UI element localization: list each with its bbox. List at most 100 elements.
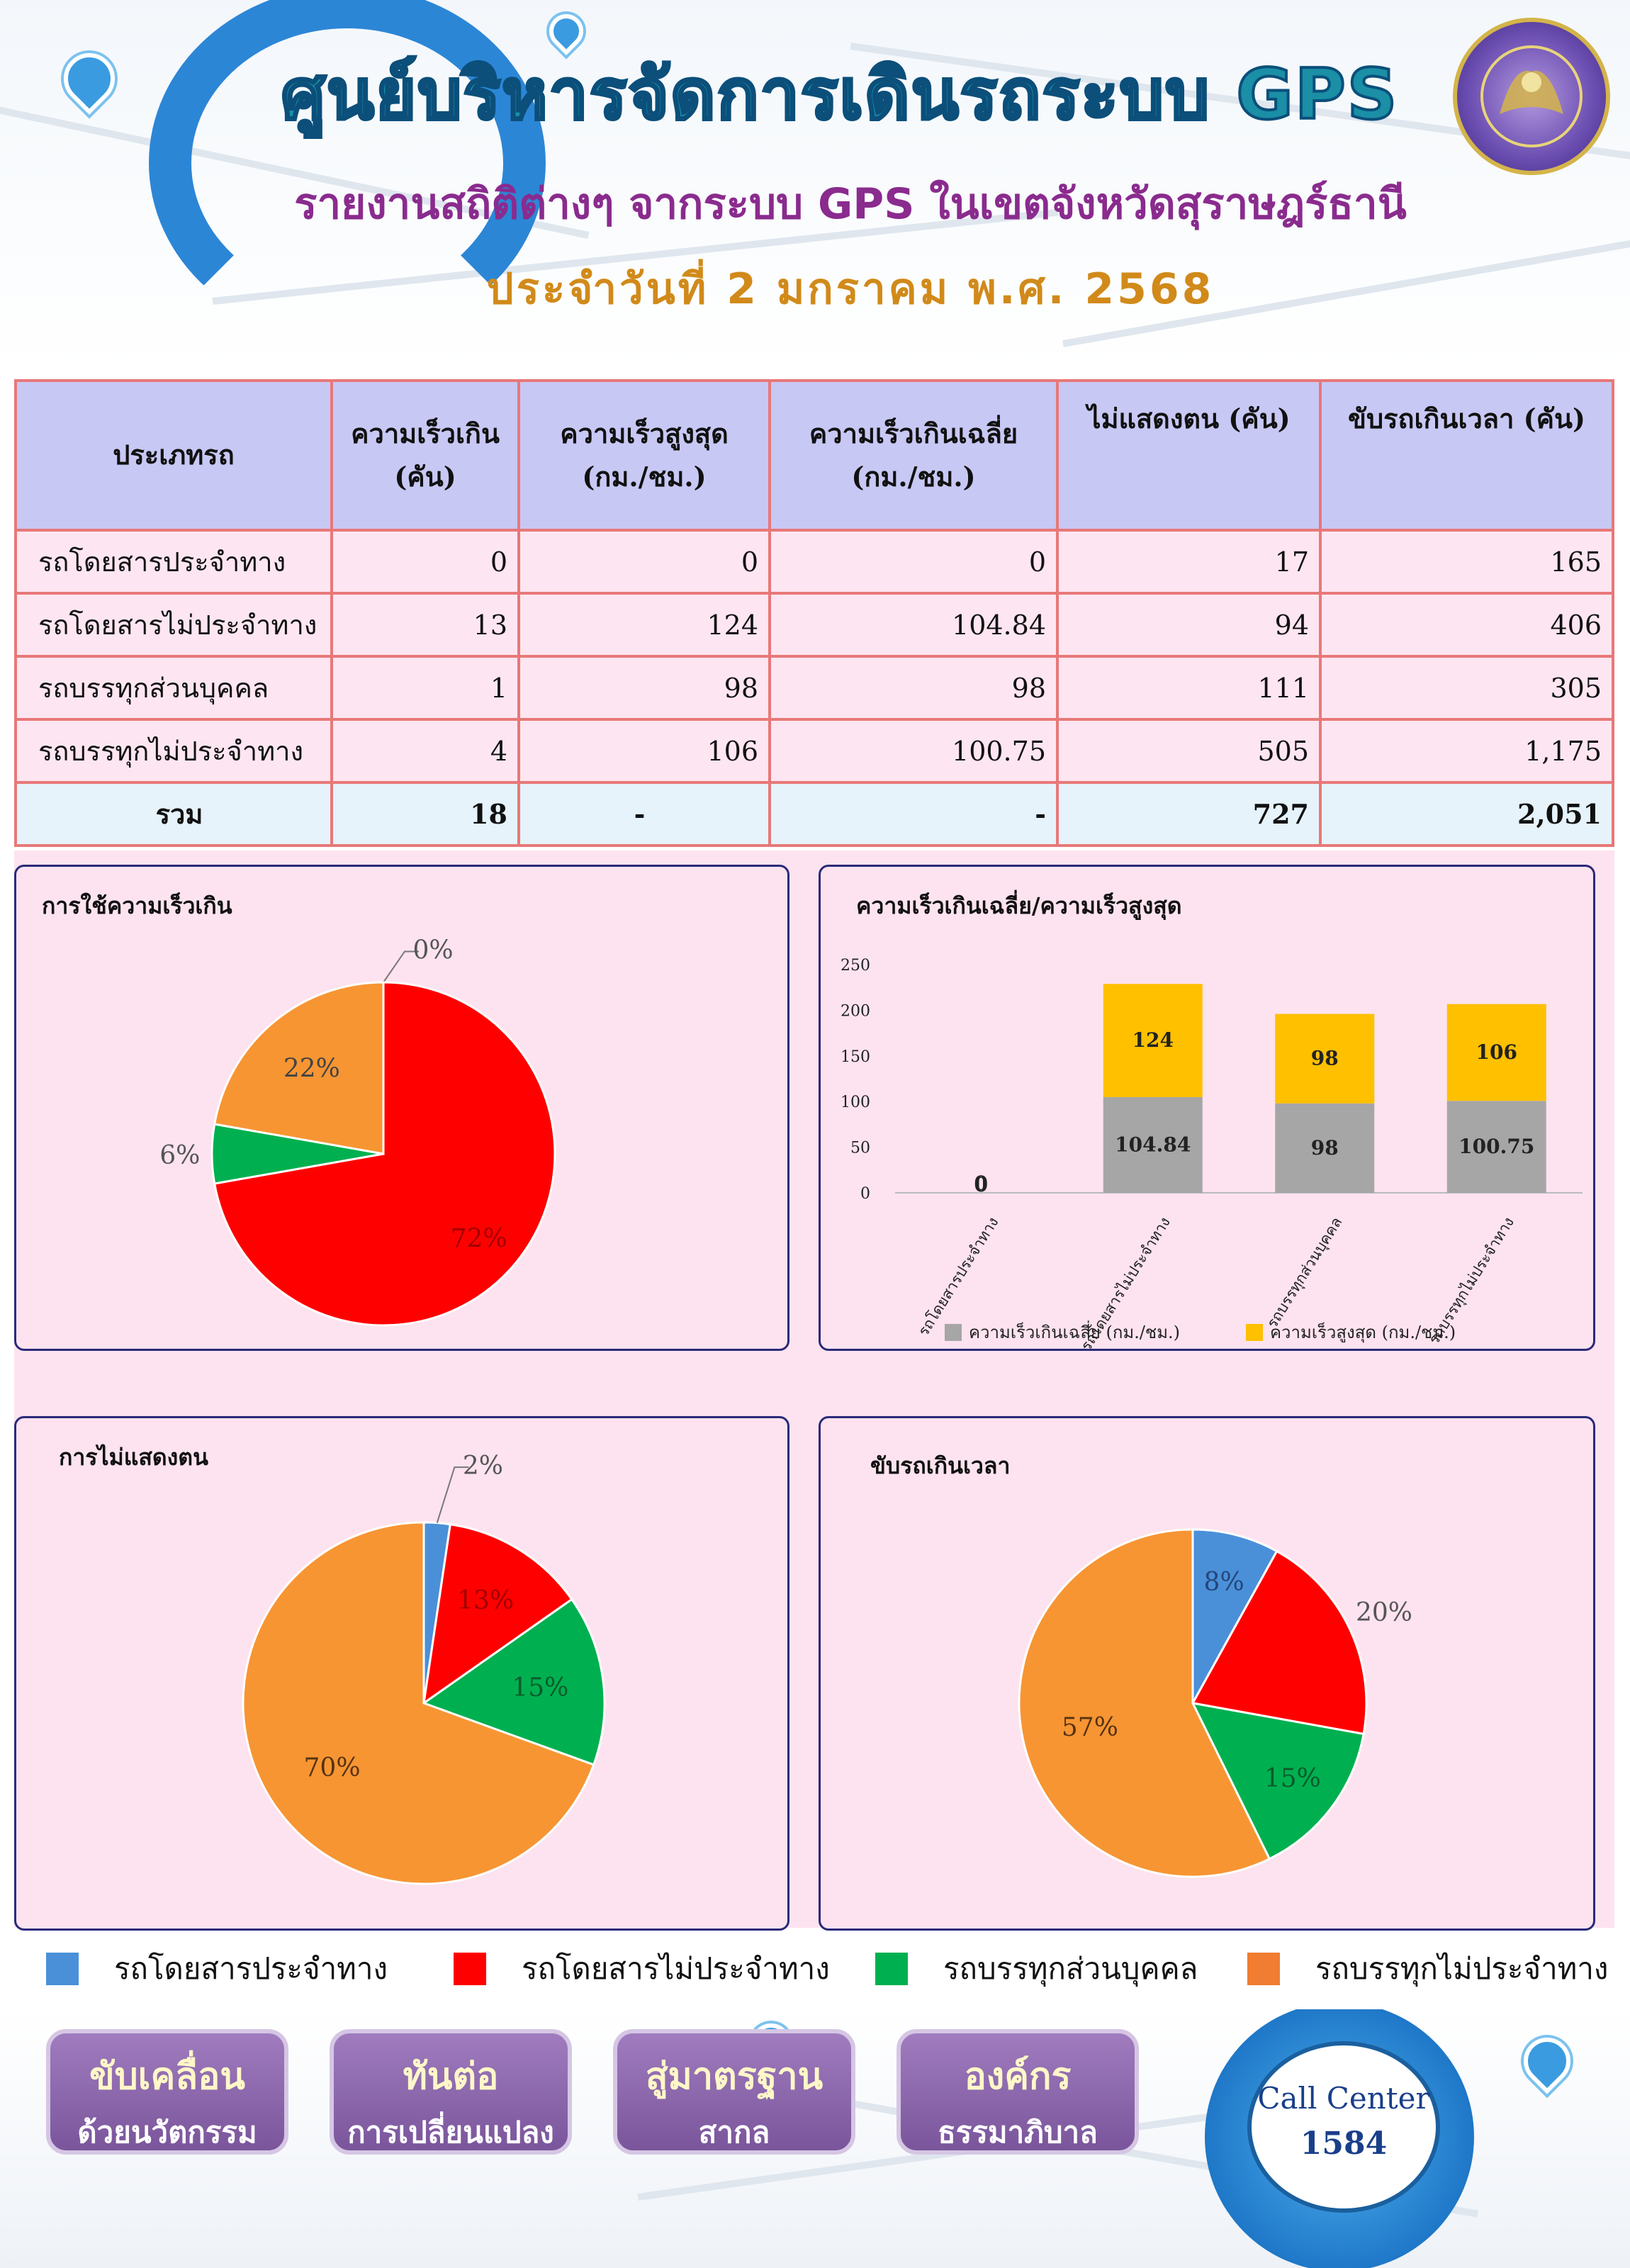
vehicle-type-legend: รถโดยสารประจำทาง รถโดยสารไม่ประจำทาง รถบ… [14, 1931, 1614, 2009]
pie-percent-label: 6% [159, 1141, 200, 1170]
pie-percent-label: 15% [1264, 1764, 1321, 1793]
legend-swatch [46, 1953, 79, 1985]
bar-data-label: 98 [1311, 1047, 1339, 1070]
header-overspeed-count: ความเร็วเกิน (คัน) [330, 379, 520, 532]
seal-emblem-icon [1480, 45, 1583, 147]
table-total-row: รวม 18 - - 727 2,051 [14, 781, 1614, 847]
overtime-pie-chart: 8% 20% 15% 57% [1018, 1528, 1412, 1878]
pie-percent-label: 15% [512, 1673, 568, 1702]
pie-percent-label: 8% [1204, 1568, 1244, 1597]
bar-segment [1446, 1101, 1546, 1193]
speed-bar-panel: ความเร็วเกินเฉลี่ย/ความเร็วสูงสุด 0 50 100… [819, 865, 1595, 1351]
call-center-label: Call Center [1257, 2081, 1430, 2116]
report-date: ประจำวันที่ 2 มกราคม พ.ศ. 2568 [486, 264, 1215, 314]
pie-percent-label: 13% [457, 1586, 514, 1615]
bar-data-label: 124 [1132, 1028, 1174, 1052]
legend-swatch [1246, 1324, 1263, 1341]
bar-segment [1275, 1014, 1375, 1104]
header-overtime-driving: ขับรถเกินเวลา (คัน) [1319, 379, 1614, 532]
pie-slice [422, 1523, 573, 1706]
legend-item: รถโดยสารไม่ประจำทาง [454, 1951, 830, 1987]
legend-item: รถบรรทุกส่วนบุคคล [875, 1951, 1198, 1987]
pie-slice [1191, 1701, 1365, 1860]
pie-percent-label: 72% [451, 1224, 507, 1253]
header-no-report: ไม่แสดงตน (คัน) [1056, 379, 1322, 532]
legend-swatch [875, 1953, 908, 1985]
bar-segment [1446, 1004, 1546, 1101]
footer: ขับเคลื่อน ด้วยนวัตกรรม ทันต่อ การเปลี่ยนแ… [0, 2009, 1630, 2268]
pie-percent-label: 20% [1356, 1598, 1412, 1627]
overspeed-pie-panel: การใช้ความเร็วเกิน 0% 72% 6% 22% [14, 865, 789, 1351]
legend-swatch [945, 1324, 962, 1341]
chart-title: การไม่แสดงตน [59, 1444, 208, 1471]
legend-label: รถบรรทุกส่วนบุคคล [943, 1951, 1198, 1986]
table-row: รถโดยสารประจำทาง 0 0 0 17 165 [14, 529, 1614, 595]
overspeed-pie-chart: 0% 72% 6% 22% [159, 936, 556, 1327]
leader-line [383, 950, 419, 983]
bar-segment [1103, 984, 1203, 1097]
chart-title: ความเร็วเกินเฉลี่ย/ความเร็วสูงสุด [856, 892, 1182, 919]
y-tick-label: 200 [841, 1002, 870, 1020]
legend-item: รถโดยสารประจำทาง [46, 1951, 388, 1987]
chart-area: การใช้ความเร็วเกิน 0% 72% 6% 22% ความเร็วเก… [14, 850, 1614, 1931]
motto-button-governance: องค์กร ธรรมาภิบาล [896, 2029, 1139, 2155]
motto-button-standard: สู่มาตรฐาน สากล [613, 2029, 855, 2155]
legend-swatch [1247, 1953, 1280, 1985]
bar-segment [1103, 1096, 1203, 1193]
y-tick-label: 0 [860, 1185, 870, 1203]
pie-slice [213, 981, 556, 1327]
page-subtitle: รายงานสถิติต่างๆ จากระบบ GPS ในเขตจังหวั… [294, 179, 1407, 229]
table-row: รถบรรทุกไม่ประจำทาง 4 106 100.75 505 1,1… [14, 718, 1614, 784]
call-center-badge[interactable]: Call Center 1584 [1247, 2041, 1440, 2213]
y-tick-label: 150 [841, 1048, 870, 1066]
pie-percent-label: 70% [304, 1753, 361, 1783]
chart-title: การใช้ความเร็วเกิน [42, 892, 232, 919]
page-title: ศูนย์บริหารจัดการเดินรถระบบ GPS [280, 53, 1399, 137]
x-category-label: รถโดยสารประจำทาง [915, 1214, 1002, 1339]
bar-data-label: 104.84 [1115, 1133, 1191, 1156]
pie-slice [1018, 1528, 1271, 1878]
motto-button-innovation: ขับเคลื่อน ด้วยนวัตกรรม [46, 2029, 288, 2155]
pie-percent-label: 0% [412, 936, 453, 965]
pie-slice [1191, 1528, 1278, 1707]
header-max-speed: ความเร็วสูงสุด (กม./ชม.) [517, 379, 771, 532]
chart-title: ขับรถเกินเวลา [870, 1452, 1011, 1479]
bar-data-label: 98 [1311, 1136, 1339, 1160]
bar-data-label: 0 [974, 1172, 988, 1195]
header-avg-overspeed: ความเร็วเกินเฉลี่ย (กม./ชม.) [768, 379, 1059, 532]
legend-label: รถโดยสารประจำทาง [114, 1951, 388, 1986]
overtime-pie-panel: ขับรถเกินเวลา 8% 20% 15% 57% [819, 1416, 1595, 1931]
bar-data-label: 100.75 [1458, 1135, 1534, 1158]
pie-percent-label: 22% [283, 1055, 340, 1084]
pie-slice [1191, 1549, 1368, 1736]
legend-label: ความเร็วสูงสุด (กม./ชม.) [1270, 1322, 1456, 1343]
bar-segment [1275, 1103, 1375, 1193]
statistics-table: ประเภทรถ ความเร็วเกิน (คัน) ความเร็วสูงสุ… [14, 379, 1614, 847]
legend-swatch [454, 1953, 486, 1985]
legend-label: รถบรรทุกไม่ประจำทาง [1315, 1951, 1609, 1986]
leader-line [436, 1466, 469, 1523]
bar-data-label: 106 [1476, 1040, 1517, 1064]
department-seal-logo [1453, 18, 1610, 175]
bar-data-label: 0 [974, 1173, 988, 1196]
table-row: รถโดยสารไม่ประจำทาง 13 124 104.84 94 406 [14, 592, 1614, 658]
speed-bar-chart: 05010015020025000รถโดยสารประจำทาง104.841… [841, 957, 1583, 1349]
y-tick-label: 100 [841, 1094, 870, 1111]
call-center-number: 1584 [1300, 2126, 1388, 2162]
map-pin-icon [53, 43, 125, 115]
table-header-row: ประเภทรถ ความเร็วเกิน (คัน) ความเร็วสูงสุ… [14, 379, 1614, 532]
map-pin-icon [1514, 2028, 1580, 2094]
table-row: รถบรรทุกส่วนบุคคล 1 98 98 111 305 [14, 655, 1614, 721]
legend-label: รถโดยสารไม่ประจำทาง [522, 1951, 830, 1986]
pie-percent-label: 2% [463, 1452, 503, 1481]
no-report-pie-chart: 2% 13% 15% 70% [242, 1452, 606, 1885]
y-tick-label: 250 [841, 957, 870, 975]
y-tick-label: 50 [850, 1140, 870, 1157]
x-category-label: รถบรรทุกส่วนบุคคล [1264, 1214, 1346, 1332]
pie-slice [213, 981, 385, 1155]
pie-slice [242, 1521, 595, 1885]
motto-button-change: ทันต่อ การเปลี่ยนแปลง [330, 2029, 572, 2155]
pie-percent-label: 57% [1062, 1713, 1118, 1742]
legend-label: ความเร็วเกินเฉลี่ย (กม./ชม.) [969, 1320, 1180, 1342]
header-vehicle-type: ประเภทรถ [14, 379, 333, 532]
